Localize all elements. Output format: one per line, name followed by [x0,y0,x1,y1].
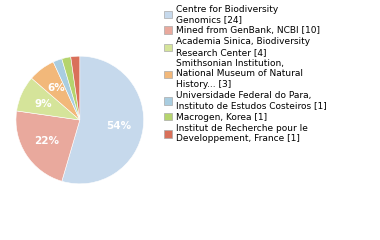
Wedge shape [17,78,80,120]
Wedge shape [62,57,80,120]
Wedge shape [16,111,80,181]
Wedge shape [32,62,80,120]
Wedge shape [62,56,144,184]
Text: 22%: 22% [34,136,59,146]
Wedge shape [53,59,80,120]
Wedge shape [71,56,80,120]
Legend: Centre for Biodiversity
Genomics [24], Mined from GenBank, NCBI [10], Academia S: Centre for Biodiversity Genomics [24], M… [164,5,326,144]
Text: 9%: 9% [35,99,52,108]
Text: 6%: 6% [47,83,65,93]
Text: 54%: 54% [106,121,131,131]
